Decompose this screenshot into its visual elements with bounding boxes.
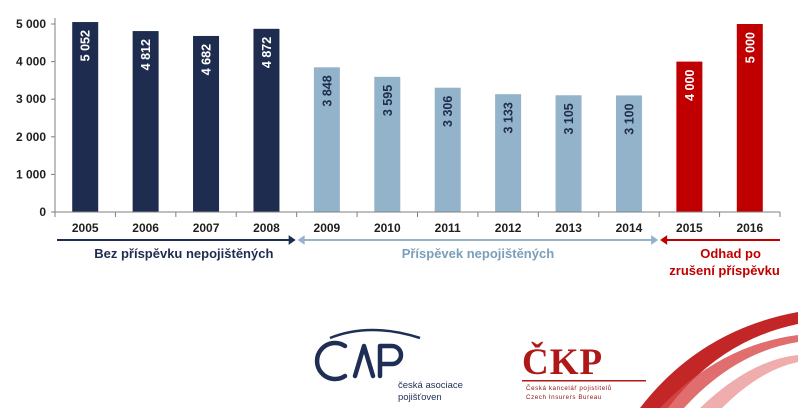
bar-2009: [313, 67, 340, 212]
bar-value-label-2016: 5 000: [743, 32, 757, 63]
cap-logo-text-line1: česká asociace: [398, 380, 463, 391]
bar-2016: [736, 24, 763, 212]
bar-value-label-2009: 3 848: [320, 75, 334, 106]
x-tick-label-2013: 2013: [555, 221, 582, 235]
bar-2010: [374, 76, 401, 212]
bar-value-label-2007: 4 682: [200, 44, 214, 75]
bar-2006: [132, 31, 159, 212]
bar-2013: [555, 95, 582, 212]
bar-2012: [495, 94, 522, 212]
bar-value-label-2008: 4 872: [260, 37, 274, 68]
ckp-logo-mark: ČKP: [522, 340, 603, 383]
bar-value-label-2006: 4 812: [139, 39, 153, 70]
cap-logo-text-line2: pojišťoven: [398, 392, 442, 403]
bar-value-label-2012: 3 133: [502, 102, 516, 133]
bar-2011: [434, 87, 461, 212]
x-tick-label-2015: 2015: [676, 221, 703, 235]
bar-2014: [615, 95, 642, 212]
y-tick-label: 0: [39, 205, 46, 219]
y-tick-label: 4 000: [16, 55, 46, 69]
bar-value-label-2005: 5 052: [79, 30, 93, 61]
period-1-arrowhead: [288, 235, 296, 245]
y-tick-label: 2 000: [16, 130, 46, 144]
period-3-arrowhead: [660, 235, 668, 245]
period-2-label: Příspěvek nepojištěných: [402, 246, 555, 261]
x-tick-label-2011: 2011: [435, 221, 461, 235]
x-tick-label-2012: 2012: [495, 221, 522, 235]
period-2-arrowhead-right: [651, 235, 659, 245]
bar-value-label-2011: 3 306: [441, 96, 455, 127]
x-tick-label-2010: 2010: [374, 221, 401, 235]
period-1-label: Bez příspěvku nepojištěných: [94, 246, 273, 261]
ckp-logo-underline: [522, 380, 646, 382]
x-tick-label-2005: 2005: [72, 221, 99, 235]
bar-value-label-2015: 4 000: [683, 70, 697, 101]
x-tick-label-2006: 2006: [132, 221, 159, 235]
ckp-logo-text-line2: Czech Insurers Bureau: [526, 394, 602, 401]
bar-2008: [253, 28, 280, 212]
bar-value-label-2010: 3 595: [381, 85, 395, 116]
period-layer: Bez příspěvku nepojištěných Příspěvek nep…: [57, 235, 780, 278]
ckp-logo: ČKP Česká kancelář pojistitelů Czech Ins…: [522, 340, 646, 401]
y-tick-label: 5 000: [16, 17, 46, 31]
cap-logo-swoosh: [329, 328, 421, 340]
x-tick-label-2009: 2009: [314, 221, 341, 235]
period-2-arrowhead-left: [297, 235, 305, 245]
x-tick-label-2008: 2008: [253, 221, 280, 235]
period-3-label: Odhad po: [700, 246, 761, 261]
y-tick-label: 3 000: [16, 92, 46, 106]
bars-layer: 5 052 4 812 4 682 4 872 3 848 3 595 3 306 3 133…: [72, 22, 763, 212]
bar-value-label-2013: 3 105: [562, 103, 576, 134]
cap-logo-mark: [314, 340, 404, 382]
axis-layer: 0 1 000 2 000 3 000 4 000 5 000 2005 2006 2007 20…: [16, 17, 781, 235]
x-tick-label-2007: 2007: [193, 221, 220, 235]
bar-value-label-2014: 3 100: [622, 103, 636, 134]
x-tick-label-2014: 2014: [616, 221, 643, 235]
bar-2015: [676, 61, 703, 212]
period-3-label-line2: zrušení příspěvku: [669, 263, 780, 278]
y-tick-label: 1 000: [16, 167, 46, 181]
bar-2007: [193, 35, 220, 212]
ckp-logo-text-line1: Česká kancelář pojistitelů: [526, 385, 612, 392]
decorative-swoosh: [640, 312, 798, 408]
bar-2005: [72, 22, 99, 212]
cap-logo: česká asociace pojišťoven: [314, 328, 463, 403]
x-tick-label-2016: 2016: [736, 221, 763, 235]
